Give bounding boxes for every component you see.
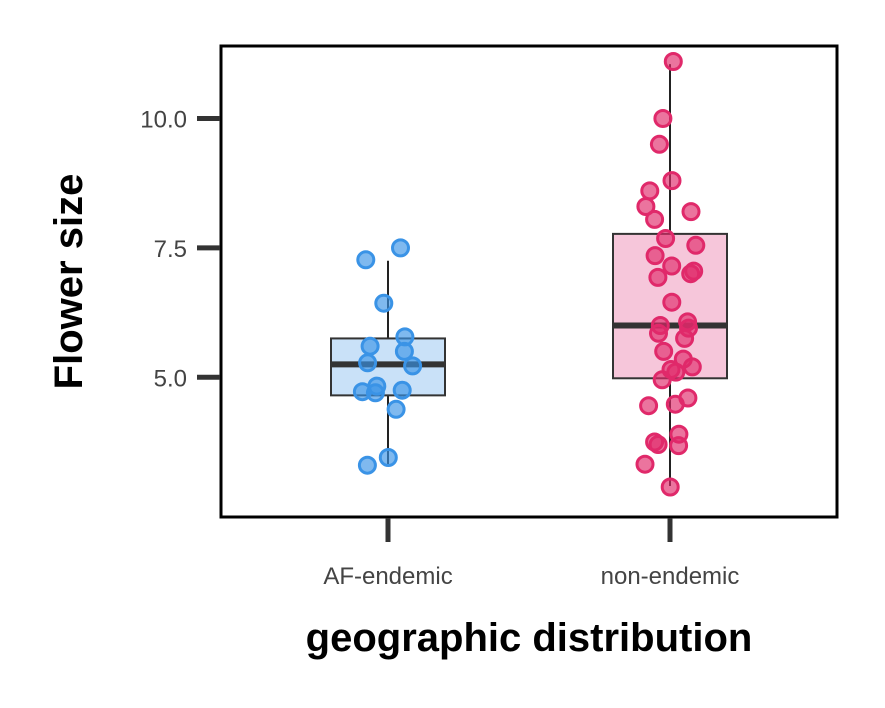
- data-point: [386, 399, 406, 419]
- data-point: [360, 336, 380, 356]
- data-point: [652, 370, 672, 390]
- data-point: [392, 380, 412, 400]
- x-axis-title: geographic distribution: [306, 616, 753, 660]
- data-point: [662, 256, 682, 276]
- data-point: [666, 362, 686, 382]
- data-point: [649, 323, 668, 343]
- data-point: [365, 383, 385, 403]
- data-point: [378, 448, 398, 467]
- data-point: [639, 396, 659, 416]
- data-point: [653, 109, 673, 128]
- data-point: [403, 356, 423, 376]
- x-tick-label: AF-endemic: [323, 563, 452, 590]
- data-point: [645, 209, 665, 229]
- y-tick-label: 7.5: [154, 236, 187, 263]
- data-point: [665, 394, 685, 414]
- y-tick-label: 5.0: [154, 365, 187, 392]
- data-point: [635, 454, 655, 474]
- data-point: [358, 353, 378, 373]
- data-point: [681, 202, 701, 222]
- x-tick-label: non-endemic: [601, 563, 740, 590]
- data-point: [660, 477, 680, 497]
- data-point: [648, 267, 668, 287]
- data-point: [656, 229, 676, 248]
- data-point: [640, 181, 660, 201]
- data-point: [394, 341, 414, 361]
- data-point: [374, 293, 394, 313]
- data-point: [649, 134, 669, 154]
- data-point: [682, 357, 702, 377]
- data-point: [675, 328, 695, 348]
- data-point: [663, 52, 683, 71]
- y-tick-label: 10.0: [140, 106, 187, 133]
- data-point: [648, 435, 668, 454]
- data-point: [654, 341, 674, 361]
- data-point: [645, 246, 665, 266]
- data-point: [686, 235, 706, 255]
- data-point: [356, 250, 376, 270]
- data-point: [357, 455, 377, 475]
- plot-frame: [219, 44, 839, 519]
- axes: 5.0 7.5 10.0 AF-endemic non-endemic: [140, 106, 739, 590]
- data-point: [636, 197, 656, 216]
- data-point: [391, 238, 410, 258]
- y-axis-title: Flower size: [47, 174, 91, 390]
- data-point: [669, 436, 689, 456]
- data-point: [662, 292, 682, 312]
- plot-marks: [330, 52, 728, 497]
- data-point: [681, 264, 701, 284]
- data-point: [662, 171, 682, 191]
